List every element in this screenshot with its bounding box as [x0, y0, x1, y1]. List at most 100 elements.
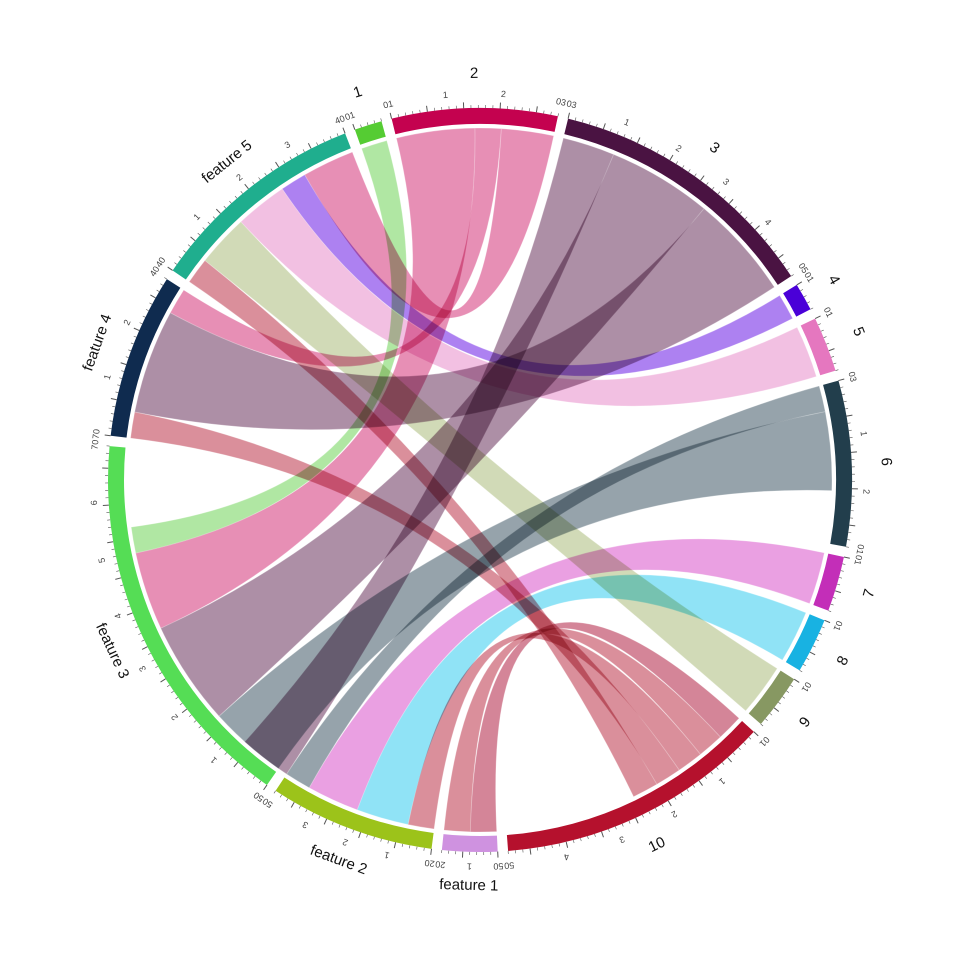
sector-arc-s1 [354, 121, 386, 145]
tick-label: 70 [90, 439, 101, 450]
tick-mark [663, 153, 666, 157]
tick-mark [121, 370, 125, 372]
tick-mark [728, 198, 734, 205]
tick-label: 40 [333, 113, 346, 126]
tick-mark [717, 191, 721, 195]
tick-mark [609, 128, 612, 132]
sector-arc-s5 [800, 318, 836, 376]
tick-mark [240, 191, 243, 194]
sector-arc-s4 [783, 284, 811, 317]
tick-mark [264, 172, 267, 176]
sector-label-s10: 10 [646, 834, 668, 857]
tick-label: 6 [89, 500, 99, 506]
tick-label: 01 [344, 110, 357, 123]
tick-label: 70 [91, 428, 102, 439]
tick-mark [212, 216, 216, 219]
tick-mark [706, 182, 709, 186]
tick-mark [141, 646, 148, 650]
tick-label: 01 [758, 735, 772, 749]
tick-mark [764, 238, 768, 241]
tick-mark [393, 842, 397, 849]
sector-label-s3: 3 [706, 139, 723, 158]
tick-mark [409, 845, 411, 849]
tick-mark [655, 807, 658, 811]
tick-mark [782, 696, 786, 699]
tick-mark [151, 659, 155, 662]
tick-mark [823, 336, 827, 338]
tick-label: 20 [435, 859, 446, 870]
tick-mark [582, 119, 584, 123]
sector-arc-s6 [823, 380, 853, 547]
tick-mark [193, 720, 197, 723]
tick-mark [331, 821, 334, 825]
tick-mark [338, 824, 341, 828]
tick-mark [150, 294, 156, 299]
tick-mark [230, 757, 233, 760]
tick-mark [122, 591, 126, 594]
tick-mark [650, 146, 653, 150]
tick-mark [174, 262, 178, 265]
tick-label: 20 [424, 858, 435, 869]
tick-mark [164, 277, 168, 280]
tick-mark [849, 524, 856, 527]
tick-mark [234, 195, 238, 199]
tick-mark [107, 541, 114, 544]
tick-mark [601, 831, 604, 838]
tick-mark [551, 844, 553, 848]
tick-mark [845, 546, 849, 548]
tick-label: 5 [96, 557, 107, 564]
tick-mark [252, 181, 255, 185]
tick-mark [835, 369, 839, 371]
tick-mark [675, 161, 679, 165]
tick-mark [778, 702, 781, 705]
sector-arc-s7 [813, 553, 844, 611]
tick-label: 01 [832, 619, 845, 632]
sector-label-s8: 8 [833, 653, 852, 668]
ribbon-s3-feature4 [134, 207, 775, 431]
tick-label: 2 [121, 318, 132, 327]
tick-mark [133, 335, 137, 338]
tick-mark [366, 122, 369, 126]
tick-mark [387, 840, 389, 844]
tick-mark [289, 156, 292, 160]
tick-mark [270, 168, 273, 172]
tick-mark [155, 665, 159, 668]
tick-label: 05 [796, 261, 810, 275]
tick-label: 1 [467, 861, 472, 871]
tick-mark [630, 137, 633, 141]
tick-mark [769, 244, 773, 247]
tick-mark [692, 784, 695, 788]
tick-label: 03 [555, 96, 567, 108]
tick-mark [252, 776, 256, 779]
tick-label: 40 [148, 264, 162, 278]
tick-mark [187, 244, 191, 247]
tick-mark [342, 127, 346, 134]
tick-mark [302, 149, 305, 153]
tick-mark [397, 114, 399, 118]
tick-label: 1 [859, 431, 870, 437]
tick-mark [412, 111, 414, 115]
tick-mark [175, 696, 179, 700]
tick-mark [623, 134, 626, 138]
tick-label: 2 [674, 143, 683, 154]
tick-mark [132, 619, 136, 622]
tick-mark [112, 555, 116, 558]
tick-mark [345, 827, 348, 831]
tick-mark [621, 823, 624, 827]
tick-mark [206, 736, 212, 742]
tick-mark [734, 206, 737, 209]
tick-mark [203, 731, 207, 734]
tick-mark [258, 177, 261, 180]
sector-label-s5: 5 [849, 325, 868, 339]
tick-mark [793, 678, 800, 683]
tick-mark [688, 169, 691, 173]
tick-mark [215, 208, 221, 214]
tick-label: 01 [802, 270, 816, 284]
tick-mark [358, 832, 362, 839]
tick-mark [782, 261, 786, 265]
tick-label: 2 [501, 89, 507, 99]
tick-mark [404, 112, 407, 116]
tick-mark [574, 117, 577, 121]
tick-mark [111, 548, 115, 550]
sector-arc-feature4 [110, 279, 181, 438]
